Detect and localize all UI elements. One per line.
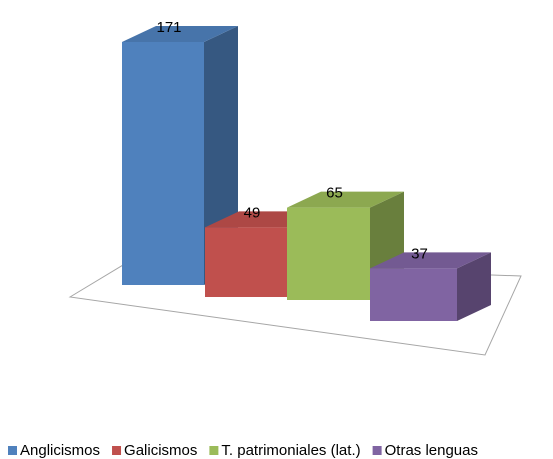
value-label: 171	[156, 19, 181, 36]
value-label: 49	[244, 204, 261, 221]
value-label: 37	[411, 245, 428, 262]
legend-label: Otras lenguas	[385, 442, 478, 459]
bar-top	[370, 252, 491, 269]
bar-top	[122, 26, 238, 42]
bar-side	[457, 252, 491, 321]
value-label: 65	[326, 185, 343, 202]
floor	[68, 261, 522, 356]
legend-label: T. patrimoniales (lat.)	[221, 442, 360, 459]
bar-front	[287, 207, 370, 300]
legend-swatch	[372, 446, 382, 455]
legend-swatch	[112, 446, 122, 455]
bar-front	[370, 268, 457, 321]
bar-front	[122, 42, 204, 285]
bar-front	[205, 227, 287, 297]
legend-swatch	[209, 446, 219, 455]
bar-top	[287, 191, 404, 208]
bar	[370, 252, 491, 321]
legend-label: Galicismos	[124, 442, 197, 459]
legend-swatch	[8, 446, 17, 455]
legend-label: Anglicismos	[20, 442, 100, 459]
